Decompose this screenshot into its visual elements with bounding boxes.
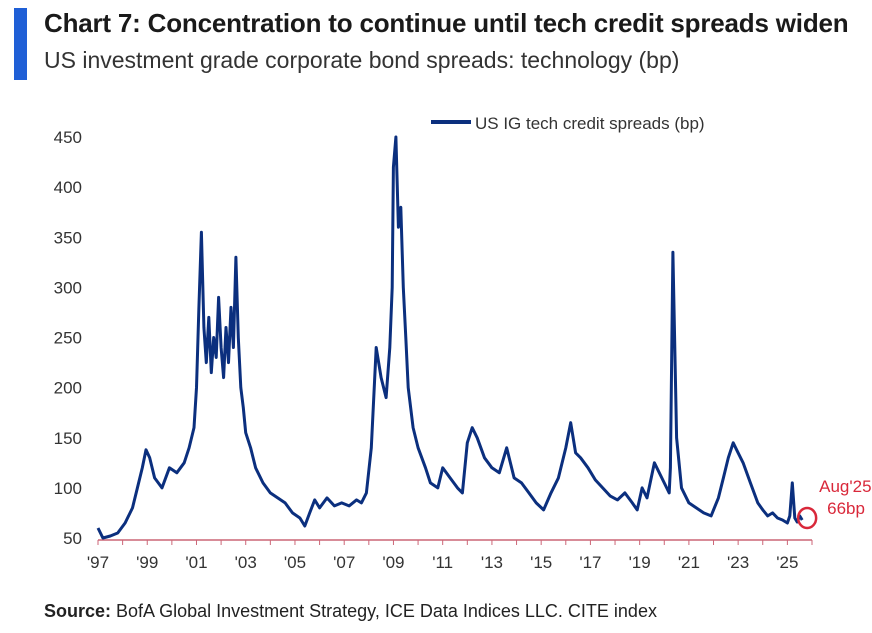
x-tick-label: '17 [579,553,601,572]
accent-bar [14,8,27,80]
x-tick-label: '13 [481,553,503,572]
source-label: Source: [44,601,112,621]
chart-subtitle: US investment grade corporate bond sprea… [44,47,680,73]
x-tick-label: '25 [776,553,798,572]
x-tick-label: '09 [382,553,404,572]
source-text: BofA Global Investment Strategy, ICE Dat… [111,601,657,621]
source-note: Source: BofA Global Investment Strategy,… [44,601,657,622]
x-tick-label: '03 [235,553,257,572]
x-tick-label: '21 [678,553,700,572]
y-axis: 50 100 150 200 250 300 350 400 450 [54,128,82,548]
y-tick-label: 150 [54,429,82,448]
x-axis: '97 '99 '01 '03 '05 '07 '09 '11 '13 '15 '17 '19 '21 '… [87,539,813,572]
y-tick-label: 400 [54,178,82,197]
x-tick-label: '01 [185,553,207,572]
x-tick-label: '99 [136,553,158,572]
x-tick-label: '19 [629,553,651,572]
x-tick-label: '23 [727,553,749,572]
annotation-value: 66bp [827,499,865,518]
y-tick-label: 100 [54,479,82,498]
legend: US IG tech credit spreads (bp) [431,114,705,133]
x-tick-label: '15 [530,553,552,572]
y-tick-label: 350 [54,228,82,247]
y-tick-label: 450 [54,128,82,147]
legend-label: US IG tech credit spreads (bp) [475,114,705,133]
x-tick-label: '05 [284,553,306,572]
series-line-us-ig-tech-spreads [96,135,804,540]
latest-value-annotation: Aug'25 66bp [796,477,872,530]
x-tick-label: '97 [87,553,109,572]
chart-title: Chart 7: Concentration to continue until… [44,8,849,38]
y-tick-label: 250 [54,329,82,348]
y-tick-label: 200 [54,379,82,398]
x-tick-label: '07 [333,553,355,572]
x-tick-label: '11 [432,553,453,572]
annotation-circle [796,506,818,530]
y-tick-label: 50 [63,529,82,548]
y-tick-label: 300 [54,278,82,297]
annotation-date: Aug'25 [819,477,871,496]
